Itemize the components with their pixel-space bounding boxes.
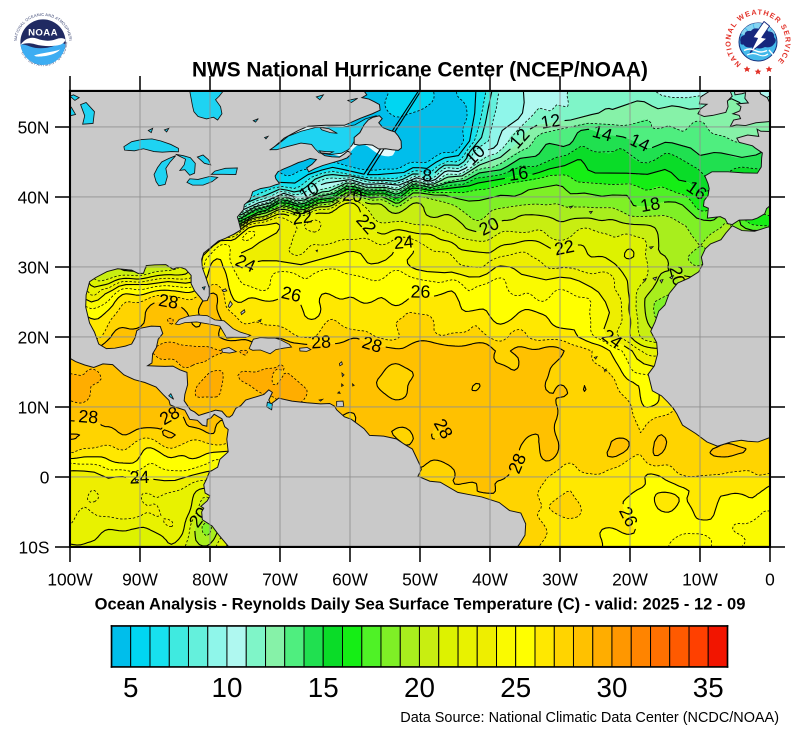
svg-text:20: 20 xyxy=(342,184,364,206)
svg-text:26: 26 xyxy=(279,282,303,306)
svg-text:16: 16 xyxy=(507,162,530,185)
svg-text:80W: 80W xyxy=(192,570,228,590)
svg-text:12: 12 xyxy=(539,110,562,133)
svg-text:60W: 60W xyxy=(332,570,368,590)
svg-text:8: 8 xyxy=(422,165,433,185)
svg-text:28: 28 xyxy=(311,331,332,352)
svg-text:10: 10 xyxy=(212,672,243,703)
svg-text:100W: 100W xyxy=(47,570,93,590)
svg-text:0: 0 xyxy=(40,467,50,487)
svg-text:NWS National Hurricane Center: NWS National Hurricane Center (NCEP/NOAA… xyxy=(192,59,648,82)
svg-text:50N: 50N xyxy=(18,117,50,137)
svg-text:NOAA: NOAA xyxy=(28,28,58,39)
svg-text:25: 25 xyxy=(500,672,531,703)
svg-text:30N: 30N xyxy=(18,257,50,277)
svg-text:10S: 10S xyxy=(19,537,50,557)
svg-text:0: 0 xyxy=(765,570,775,590)
svg-text:18: 18 xyxy=(639,193,662,216)
svg-text:10N: 10N xyxy=(18,397,50,417)
svg-text:Data Source: National Climatic: Data Source: National Climatic Data Cent… xyxy=(400,710,779,726)
svg-text:35: 35 xyxy=(693,672,724,703)
svg-text:20W: 20W xyxy=(612,570,648,590)
svg-text:30: 30 xyxy=(597,672,628,703)
svg-text:30W: 30W xyxy=(542,570,578,590)
svg-text:15: 15 xyxy=(308,672,339,703)
svg-text:26: 26 xyxy=(410,281,430,301)
svg-text:50W: 50W xyxy=(402,570,438,590)
svg-text:24: 24 xyxy=(393,231,415,253)
svg-text:20: 20 xyxy=(404,672,435,703)
svg-text:40N: 40N xyxy=(18,187,50,207)
svg-text:40W: 40W xyxy=(472,570,508,590)
svg-text:20N: 20N xyxy=(18,327,50,347)
svg-text:22: 22 xyxy=(291,206,313,228)
svg-text:5: 5 xyxy=(123,672,138,703)
svg-text:10W: 10W xyxy=(682,570,718,590)
svg-text:Ocean Analysis - Reynolds Dail: Ocean Analysis - Reynolds Daily Sea Surf… xyxy=(95,595,746,614)
svg-text:28: 28 xyxy=(157,290,180,313)
svg-text:22: 22 xyxy=(553,236,576,259)
svg-text:90W: 90W xyxy=(122,570,158,590)
svg-text:28: 28 xyxy=(78,406,99,427)
svg-text:70W: 70W xyxy=(262,570,298,590)
